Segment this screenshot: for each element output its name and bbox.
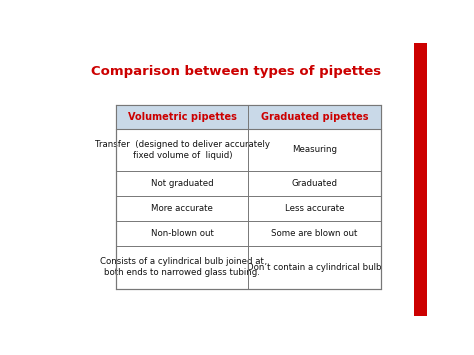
- Text: Some are blown out: Some are blown out: [272, 229, 358, 238]
- Bar: [116, 105, 381, 289]
- Text: More accurate: More accurate: [151, 204, 213, 213]
- Text: Transfer  (designed to deliver accurately
fixed volume of  liquid): Transfer (designed to deliver accurately…: [95, 140, 270, 160]
- Text: Less accurate: Less accurate: [285, 204, 344, 213]
- Text: Graduated: Graduated: [292, 179, 337, 188]
- Text: Measuring: Measuring: [292, 146, 337, 154]
- Text: Not graduated: Not graduated: [151, 179, 214, 188]
- Bar: [414, 43, 427, 316]
- Text: Graduated pipettes: Graduated pipettes: [261, 112, 368, 122]
- Text: Consists of a cylindrical bulb joined at
both ends to narrowed glass tubing.: Consists of a cylindrical bulb joined at…: [100, 257, 264, 277]
- Text: Comparison between types of pipettes: Comparison between types of pipettes: [91, 65, 381, 78]
- Text: Non-blown out: Non-blown out: [151, 229, 214, 238]
- Text: Volumetric pipettes: Volumetric pipettes: [128, 112, 237, 122]
- Bar: [116, 105, 381, 129]
- Text: Don’t contain a cylindrical bulb: Don’t contain a cylindrical bulb: [247, 263, 382, 272]
